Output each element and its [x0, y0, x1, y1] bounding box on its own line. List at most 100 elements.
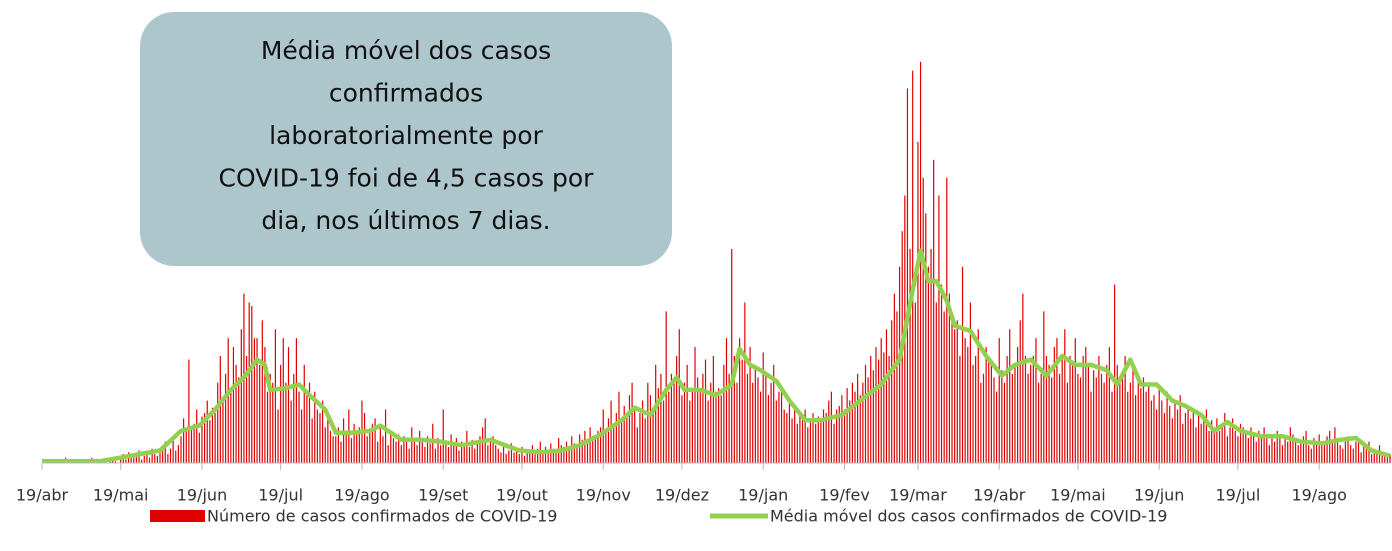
bar: [1024, 356, 1027, 463]
bar: [1043, 311, 1045, 463]
bar: [620, 420, 623, 463]
bar: [156, 455, 158, 463]
bar: [274, 329, 277, 463]
x-tick-label: 19/set: [418, 486, 468, 505]
bar: [699, 388, 701, 463]
bar: [930, 249, 932, 463]
bar: [324, 427, 326, 463]
bar: [1093, 370, 1095, 463]
bar: [445, 441, 447, 463]
bar: [982, 373, 985, 463]
bar: [820, 418, 822, 463]
bar: [657, 388, 659, 463]
bar: [759, 391, 762, 463]
bar: [285, 382, 287, 463]
bar: [1192, 409, 1194, 463]
bar: [1030, 364, 1032, 463]
bar: [602, 409, 604, 463]
bar: [689, 400, 691, 463]
bar: [306, 395, 308, 463]
bar: [151, 448, 153, 463]
bar: [1310, 448, 1312, 463]
bar: [463, 445, 465, 463]
bar: [1255, 441, 1257, 463]
bar: [998, 338, 1000, 463]
bar: [403, 436, 405, 463]
bar: [377, 441, 379, 463]
bar: [1203, 418, 1205, 463]
bar: [817, 416, 819, 463]
bar: [849, 400, 851, 463]
bar: [280, 364, 282, 463]
bar: [985, 347, 987, 463]
bar: [398, 434, 400, 463]
bar: [1132, 364, 1134, 463]
bar: [164, 441, 166, 463]
bar: [775, 400, 777, 463]
bar: [523, 455, 526, 463]
x-tick-label: 19/out: [496, 486, 548, 505]
bar: [363, 413, 366, 463]
bar: [269, 373, 271, 463]
bar: [1331, 441, 1333, 463]
bar: [505, 454, 507, 463]
bar: [1027, 373, 1029, 463]
bar: [316, 409, 318, 463]
bar: [935, 302, 937, 463]
bar: [256, 338, 258, 463]
bar: [851, 382, 853, 463]
bar: [870, 356, 872, 463]
bar: [948, 293, 951, 463]
bar: [421, 441, 423, 463]
bar: [1292, 434, 1294, 463]
bar: [563, 446, 565, 463]
bar: [500, 452, 502, 463]
bar: [649, 395, 652, 463]
bar: [1022, 293, 1024, 463]
bar: [1334, 427, 1336, 463]
bar: [576, 445, 578, 463]
bar: [1205, 409, 1208, 463]
bar: [1108, 347, 1110, 463]
bar: [720, 395, 722, 463]
bar: [990, 364, 992, 463]
bar: [799, 413, 801, 463]
bar: [240, 329, 242, 463]
bar: [641, 400, 644, 463]
bar: [345, 430, 347, 463]
bar: [198, 432, 200, 463]
bar: [678, 329, 680, 463]
bar: [877, 359, 880, 463]
bar: [967, 347, 969, 463]
bar: [1221, 423, 1223, 463]
bar: [193, 423, 195, 463]
bar: [143, 455, 145, 463]
bar: [681, 395, 683, 463]
bar: [1347, 436, 1349, 463]
bar: [1184, 413, 1187, 463]
bar: [718, 388, 720, 463]
bar: [529, 452, 531, 463]
bar: [1216, 418, 1218, 463]
bar: [544, 446, 547, 463]
annotation-line: confirmados: [329, 79, 483, 108]
x-tick-label: 19/abr: [973, 486, 1026, 505]
bar: [607, 418, 610, 463]
bar: [175, 450, 177, 463]
bar: [600, 427, 602, 463]
bar: [518, 454, 520, 463]
bar: [114, 461, 117, 463]
bar: [416, 445, 418, 463]
bar: [245, 356, 248, 463]
bar: [217, 382, 219, 463]
bar: [801, 418, 804, 463]
bar: [1344, 441, 1347, 463]
bar: [883, 352, 885, 463]
bar: [783, 409, 785, 463]
bar: [1357, 438, 1360, 463]
bar: [1195, 427, 1197, 463]
bar: [794, 409, 796, 463]
bar: [230, 391, 232, 463]
bar: [996, 391, 998, 463]
bar: [1003, 382, 1006, 463]
